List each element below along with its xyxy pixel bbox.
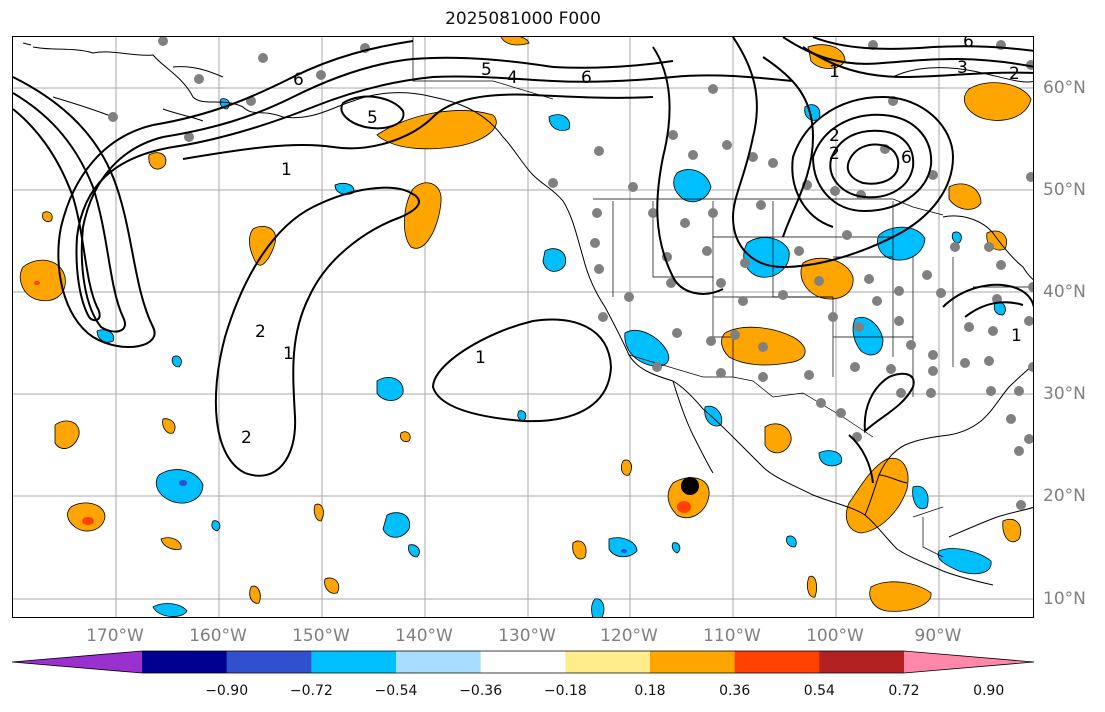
lat-label-30n: 30°N (1043, 384, 1086, 404)
contour-label: 4 (507, 68, 518, 88)
contour-label: 2 (255, 322, 266, 342)
contour-label: 1 (281, 160, 292, 180)
colorbar-segment (565, 651, 651, 673)
positive-anomaly-fill (19, 37, 1032, 612)
strong-positive-anomaly-fill (34, 281, 691, 525)
colorbar-tick-label: 0.36 (719, 683, 751, 699)
colorbar-outline (12, 650, 1035, 674)
contour-label: 2 (1009, 64, 1020, 84)
colorbar-tick-label: −0.90 (205, 683, 249, 699)
colorbar-tick-label: 0.72 (888, 683, 920, 699)
lat-label-20n: 20°N (1043, 486, 1086, 506)
contour-label: 1 (283, 344, 294, 364)
colorbar-segment (226, 651, 312, 673)
contour-label: 2 (829, 144, 840, 164)
coastlines (22, 42, 1033, 586)
contour-lines (13, 37, 1033, 484)
lat-label-50n: 50°N (1043, 180, 1086, 200)
lon-label-170w: 170°W (86, 626, 144, 646)
map-title: 2025081000 F000 (445, 9, 601, 29)
lon-label-100w: 100°W (806, 626, 864, 646)
contour-label: 6 (963, 37, 974, 52)
colorbar-segment (142, 651, 228, 673)
station-markers (108, 37, 1033, 510)
contour-label: 2 (829, 126, 840, 146)
lon-label-140w: 140°W (395, 626, 453, 646)
contour-label: 5 (367, 108, 378, 128)
contour-label-group: 1 1 1 1 1 2 2 2 2 2 3 4 5 5 6 6 6 6 (241, 37, 1022, 448)
lon-label-120w: 120°W (600, 626, 658, 646)
contour-label: 1 (475, 348, 486, 368)
contour-label: 6 (581, 68, 592, 88)
lat-label-60n: 60°N (1043, 78, 1086, 98)
contour-label: 6 (901, 148, 912, 168)
colorbar-segment (650, 651, 736, 673)
contour-label: 5 (481, 60, 492, 80)
lon-label-160w: 160°W (189, 626, 247, 646)
colorbar-segment (819, 651, 905, 673)
map-canvas: 1 1 1 1 1 2 2 2 2 2 3 4 5 5 6 6 6 6 (13, 37, 1033, 617)
lon-label-90w: 90°W (914, 626, 962, 646)
lon-label-110w: 110°W (703, 626, 761, 646)
location-marker[interactable] (681, 477, 699, 495)
colorbar (12, 650, 1035, 674)
contour-label: 1 (1011, 326, 1022, 346)
colorbar-tick-label: −0.54 (374, 683, 418, 699)
contour-label: 2 (241, 428, 252, 448)
colorbar-segment (311, 651, 397, 673)
lat-label-10n: 10°N (1043, 589, 1086, 609)
contour-label: 6 (293, 70, 304, 90)
colorbar-segment (734, 651, 820, 673)
lat-label-40n: 40°N (1043, 282, 1086, 302)
colorbar-tick-label: 0.18 (634, 683, 666, 699)
colorbar-tick-label: −0.72 (289, 683, 333, 699)
contour-label: 3 (957, 58, 968, 78)
colorbar-tick-label: 0.90 (973, 683, 1005, 699)
lon-label-150w: 150°W (292, 626, 350, 646)
colorbar-segments (12, 650, 1035, 674)
strong-negative-anomaly-fill (179, 480, 627, 553)
lon-label-130w: 130°W (498, 626, 556, 646)
colorbar-segment (396, 651, 482, 673)
colorbar-tick-label: −0.18 (543, 683, 587, 699)
colorbar-tick-label: −0.36 (459, 683, 503, 699)
colorbar-segment (904, 651, 1034, 673)
map-panel[interactable]: 1 1 1 1 1 2 2 2 2 2 3 4 5 5 6 6 6 6 (12, 36, 1034, 618)
colorbar-segment (12, 651, 142, 673)
colorbar-segment (480, 651, 566, 673)
contour-label: 1 (829, 62, 840, 82)
colorbar-tick-label: 0.54 (803, 683, 835, 699)
negative-anomaly-fill (96, 98, 1006, 617)
